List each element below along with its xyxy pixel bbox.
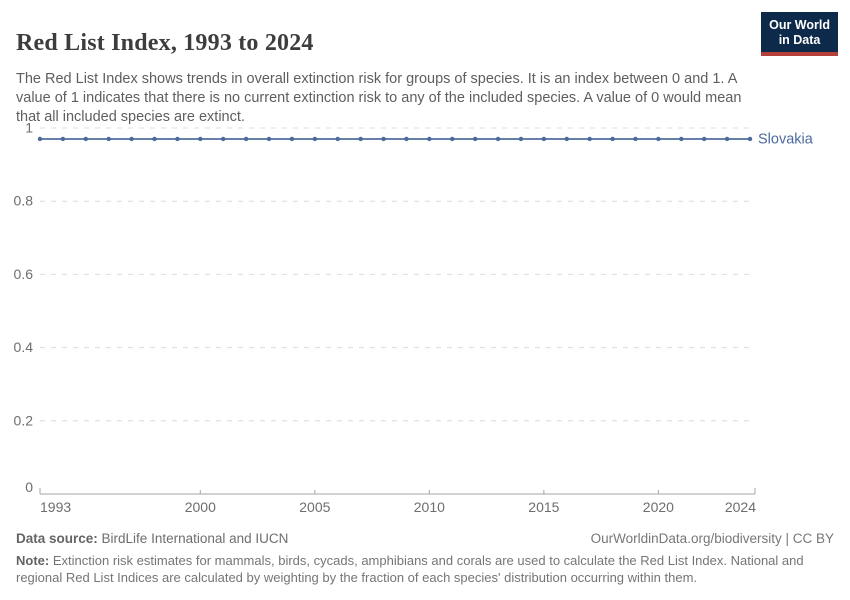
x-axis-tick-label: 2024 [725, 499, 756, 515]
data-point[interactable] [518, 136, 524, 142]
data-point[interactable] [243, 136, 249, 142]
owid-logo[interactable]: Our World in Data [761, 12, 838, 56]
data-point[interactable] [358, 136, 363, 142]
data-point[interactable] [221, 136, 226, 142]
x-axis-tick-label: 2010 [414, 499, 445, 515]
data-point[interactable] [679, 136, 684, 142]
data-point[interactable] [60, 136, 66, 142]
data-point[interactable] [335, 136, 340, 142]
data-point[interactable] [564, 136, 569, 142]
data-point[interactable] [129, 136, 134, 142]
x-axis-tick-label: 2005 [299, 499, 330, 515]
data-point[interactable] [83, 136, 89, 142]
chart-note-label: Note: [16, 553, 50, 568]
owid-logo-text-line2: in Data [778, 33, 821, 47]
data-source-label: Data source: [16, 531, 98, 546]
chart-area: 0 0.2 0.4 0.6 0.8 1 1993 2000 2005 2010 2015 2020 20… [0, 115, 850, 520]
y-axis-tick-label: 0 [25, 479, 33, 495]
data-source: Data source: BirdLife International and … [16, 531, 288, 546]
data-point[interactable] [175, 136, 180, 142]
x-axis-tick-label: 2000 [185, 499, 216, 515]
x-axis-tick-label: 1993 [40, 499, 71, 515]
data-point[interactable] [724, 136, 730, 142]
data-point[interactable] [427, 136, 432, 142]
data-point[interactable] [633, 136, 638, 142]
y-axis-tick-label: 0.2 [14, 412, 34, 428]
data-point[interactable] [587, 136, 592, 142]
x-axis-tick-label: 2015 [528, 499, 559, 515]
y-axis-tick-label: 0.4 [14, 339, 34, 355]
y-axis-tick-label: 0.8 [14, 193, 34, 209]
data-point[interactable] [404, 136, 409, 142]
data-source-value: BirdLife International and IUCN [101, 531, 289, 546]
chart-canvas: 0 0.2 0.4 0.6 0.8 1 1993 2000 2005 2010 2015 2020 20… [14, 120, 814, 516]
data-point[interactable] [656, 136, 661, 142]
series-label-slovakia[interactable]: Slovakia [758, 131, 814, 147]
data-point[interactable] [541, 136, 547, 142]
owid-logo-text-line1: Our World [769, 18, 830, 32]
data-point[interactable] [266, 136, 272, 142]
data-point[interactable] [472, 136, 478, 142]
data-point[interactable] [450, 136, 455, 142]
y-axis-tick-label: 1 [25, 120, 33, 136]
y-axis-tick-label: 0.6 [14, 266, 34, 282]
chart-footer: Data source: BirdLife International and … [16, 531, 834, 586]
data-point[interactable] [198, 136, 203, 142]
data-point[interactable] [701, 136, 707, 142]
data-point[interactable] [289, 136, 295, 142]
data-point[interactable] [747, 136, 753, 142]
data-point[interactable] [312, 136, 318, 142]
page-title: Red List Index, 1993 to 2024 [16, 30, 314, 57]
data-point[interactable] [495, 136, 501, 142]
chart-note-text: Extinction risk estimates for mammals, b… [16, 553, 804, 585]
data-point[interactable] [106, 136, 111, 142]
data-point[interactable] [610, 136, 615, 142]
chart-note: Note: Extinction risk estimates for mamm… [16, 552, 834, 586]
chart-subtitle: The Red List Index shows trends in overa… [16, 70, 742, 125]
data-point[interactable] [381, 136, 386, 142]
attribution-link[interactable]: OurWorldinData.org/biodiversity | CC BY [590, 531, 834, 546]
x-axis-tick-label: 2020 [643, 499, 674, 515]
data-point[interactable] [37, 136, 43, 142]
data-point[interactable] [152, 136, 157, 142]
